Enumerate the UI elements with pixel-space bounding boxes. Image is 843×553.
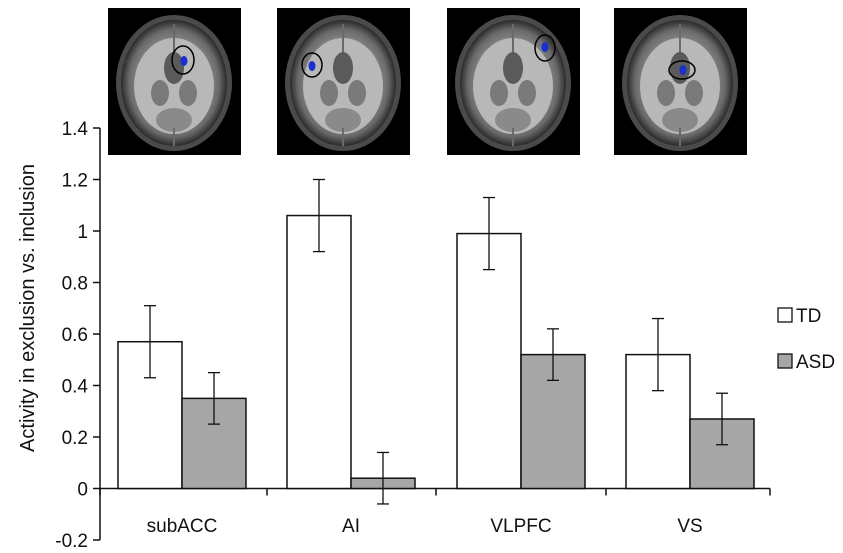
bar-td-vlpfc <box>456 232 522 490</box>
bar-td-vs <box>625 353 691 490</box>
x-category-labels: subACC AI VLPFC VS <box>147 516 703 537</box>
x-category-label: AI <box>342 516 360 537</box>
legend-swatch <box>777 307 793 323</box>
x-category-label: VLPFC <box>490 516 551 537</box>
error-bar-asd-ai <box>377 451 389 505</box>
legend: TD ASD <box>777 306 835 373</box>
error-bar-td-vlpfc <box>483 196 495 271</box>
y-tick-label: 0 <box>77 480 88 501</box>
x-category-label: VS <box>677 516 702 537</box>
error-bar-td-ai <box>313 178 325 253</box>
error-bar-td-subacc <box>144 305 156 379</box>
y-tick-label: 0.2 <box>62 428 88 449</box>
y-tick-label: 1.4 <box>62 119 89 140</box>
bar-td-ai <box>286 214 352 490</box>
legend-swatch <box>777 353 793 369</box>
error-bar-asd-vs <box>716 392 728 446</box>
y-tick-label: 0.8 <box>62 274 88 295</box>
brain-images <box>108 8 747 155</box>
brain-slice-ai <box>277 8 410 155</box>
brain-slice-subacc <box>108 8 241 155</box>
legend-item-td: TD <box>777 306 821 327</box>
y-tick-label: 0.4 <box>62 377 89 398</box>
y-axis-title: Activity in exclusion vs. inclusion <box>17 164 39 452</box>
x-category-label: subACC <box>147 516 218 537</box>
legend-label: TD <box>796 306 821 327</box>
error-bar-td-vs <box>652 317 664 392</box>
y-tick-label: 1 <box>77 222 88 243</box>
error-bar-asd-subacc <box>208 371 220 425</box>
y-tick-labels: -0.2 0 0.2 0.4 0.6 0.8 1 1.2 1.4 <box>55 119 88 552</box>
error-bar-asd-vlpfc <box>547 328 559 382</box>
error-bars <box>144 178 728 505</box>
y-tick-label: -0.2 <box>55 531 88 552</box>
y-tick-label: 0.6 <box>62 325 88 346</box>
brain-slice-vlpfc <box>447 8 580 155</box>
brain-slice-vs <box>614 8 747 155</box>
y-tick-label: 1.2 <box>62 171 88 192</box>
legend-item-asd: ASD <box>777 352 835 373</box>
legend-label: ASD <box>796 352 835 373</box>
